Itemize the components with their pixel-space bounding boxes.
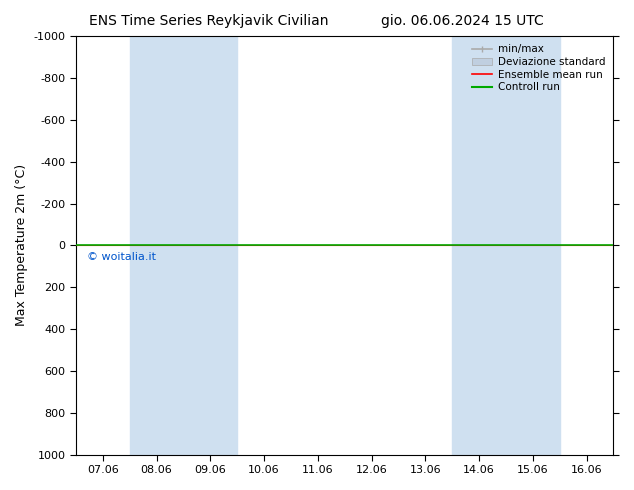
Bar [506,36,560,455]
Text: gio. 06.06.2024 15 UTC: gio. 06.06.2024 15 UTC [382,14,544,28]
Legend: min/max, Deviazione standard, Ensemble mean run, Controll run: min/max, Deviazione standard, Ensemble m… [467,40,609,97]
Bar [183,36,237,455]
Bar [130,36,183,455]
Text: ENS Time Series Reykjavik Civilian: ENS Time Series Reykjavik Civilian [89,14,329,28]
Text: © woitalia.it: © woitalia.it [87,252,156,262]
Y-axis label: Max Temperature 2m (°C): Max Temperature 2m (°C) [15,164,28,326]
Bar [452,36,506,455]
